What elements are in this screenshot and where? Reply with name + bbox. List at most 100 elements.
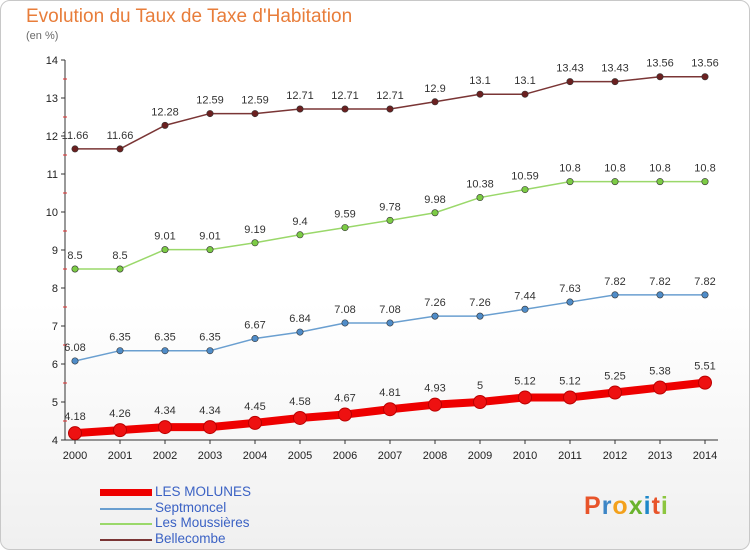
series-1-point <box>611 291 619 299</box>
series-0-data-label: 4.26 <box>109 408 130 420</box>
x-tick-label-2004: 2004 <box>243 450 267 462</box>
series-2-data-label: 8.5 <box>112 250 127 262</box>
series-3-point <box>251 110 259 118</box>
series-2-data-label: 10.8 <box>559 163 580 175</box>
series-1-data-label: 6.35 <box>109 332 130 344</box>
series-2-point <box>161 246 169 254</box>
logo-letter: t <box>651 492 661 520</box>
y-tick-label-13: 13 <box>46 93 58 105</box>
series-2-point <box>476 194 484 202</box>
legend-swatch <box>100 507 152 510</box>
series-0-point <box>68 426 82 441</box>
series-3-point <box>611 78 619 86</box>
chart-unit-label: (en %) <box>26 30 59 42</box>
series-1-data-label: 7.44 <box>514 290 535 302</box>
series-1-point <box>566 298 574 306</box>
series-2-data-label: 9.01 <box>154 231 175 243</box>
y-tick-label-12: 12 <box>46 131 58 143</box>
logo-letter: P <box>584 492 602 520</box>
legend-item: Les Moussières <box>100 515 360 532</box>
series-1-point <box>116 347 124 355</box>
logo-letter: i <box>660 492 669 520</box>
series-2-point <box>116 265 124 273</box>
series-2-point <box>521 186 529 194</box>
proxiti-logo: Proxiti <box>584 492 669 521</box>
y-tick-label-7: 7 <box>52 321 58 333</box>
series-3-data-label: 13.56 <box>646 58 674 70</box>
series-2-point <box>251 239 259 247</box>
x-tick-label-2007: 2007 <box>378 450 402 462</box>
series-0-data-label: 4.93 <box>424 383 445 395</box>
logo-letter: i <box>643 492 652 520</box>
series-2-point <box>656 178 664 186</box>
y-tick-label-9: 9 <box>52 245 58 257</box>
series-0-point <box>518 390 532 405</box>
series-1-data-label: 6.67 <box>244 320 265 332</box>
series-1-point <box>656 291 664 299</box>
series-1-point <box>701 291 709 299</box>
series-3-data-label: 12.59 <box>241 95 269 107</box>
x-tick-label-2014: 2014 <box>693 450 717 462</box>
logo-letter: r <box>601 492 613 520</box>
series-0-data-label: 4.34 <box>154 405 175 417</box>
series-3-point <box>386 105 394 113</box>
series-2-point <box>431 209 439 217</box>
series-2-data-label: 10.38 <box>466 179 494 191</box>
series-2-data-label: 9.4 <box>292 216 307 228</box>
series-1-point <box>296 328 304 336</box>
legend-label: Septmoncel <box>155 499 227 515</box>
y-tick-label-5: 5 <box>52 397 58 409</box>
series-0-point <box>248 415 262 430</box>
series-3-data-label: 13.43 <box>601 63 629 75</box>
series-3-point <box>701 73 709 81</box>
chart-title: Evolution du Taux de Taxe d'Habitation <box>26 6 353 27</box>
series-3-point <box>341 105 349 113</box>
series-1-data-label: 6.35 <box>154 332 175 344</box>
series-2-data-label: 8.5 <box>67 250 82 262</box>
series-0-point <box>473 395 487 409</box>
series-1-data-label: 7.82 <box>604 276 625 288</box>
x-tick-label-2008: 2008 <box>423 450 447 462</box>
series-0-data-label: 4.58 <box>289 396 310 408</box>
series-0-point <box>563 390 577 405</box>
series-0-point <box>653 380 667 395</box>
legend-label: LES MOLUNES <box>155 484 252 499</box>
x-tick-label-2011: 2011 <box>558 450 582 462</box>
x-tick-label-2003: 2003 <box>198 450 222 462</box>
legend-swatch <box>100 523 152 525</box>
series-1-data-label: 7.82 <box>694 276 715 288</box>
series-3-point <box>431 98 439 106</box>
legend-label: Les Moussières <box>155 515 250 530</box>
series-2-point <box>611 178 619 186</box>
series-3-point <box>566 78 574 86</box>
series-2-data-label: 10.8 <box>649 163 670 175</box>
series-2-point <box>341 224 349 232</box>
series-0-point <box>608 385 622 400</box>
legend-swatch <box>100 538 152 541</box>
series-3-data-label: 12.71 <box>376 90 404 102</box>
series-2-data-label: 10.59 <box>511 171 539 183</box>
chart-legend: LES MOLUNES Septmoncel Les Moussières Belle… <box>100 484 360 547</box>
series-1-point <box>386 319 394 327</box>
legend-label: Bellecombe <box>155 530 226 546</box>
series-1-point <box>476 312 484 320</box>
series-2-data-label: 10.8 <box>604 163 625 175</box>
series-0-data-label: 5.51 <box>694 361 715 373</box>
x-tick-label-2006: 2006 <box>333 450 357 462</box>
series-3-data-label: 13.1 <box>469 75 490 87</box>
series-2-point <box>701 178 709 186</box>
series-3-data-label: 13.56 <box>691 58 719 70</box>
series-3-data-label: 11.66 <box>107 130 134 142</box>
y-tick-label-11: 11 <box>47 169 58 181</box>
series-3-point <box>71 145 79 153</box>
series-1-data-label: 6.35 <box>199 332 220 344</box>
series-1-point <box>161 347 169 355</box>
x-tick-label-2012: 2012 <box>603 450 627 462</box>
series-1-data-label: 6.08 <box>64 342 85 354</box>
y-tick-label-8: 8 <box>52 283 58 295</box>
series-3-data-label: 12.71 <box>286 90 314 102</box>
series-2-point <box>206 246 214 254</box>
series-0-data-label: 4.81 <box>379 387 400 399</box>
series-0-point <box>158 420 172 435</box>
